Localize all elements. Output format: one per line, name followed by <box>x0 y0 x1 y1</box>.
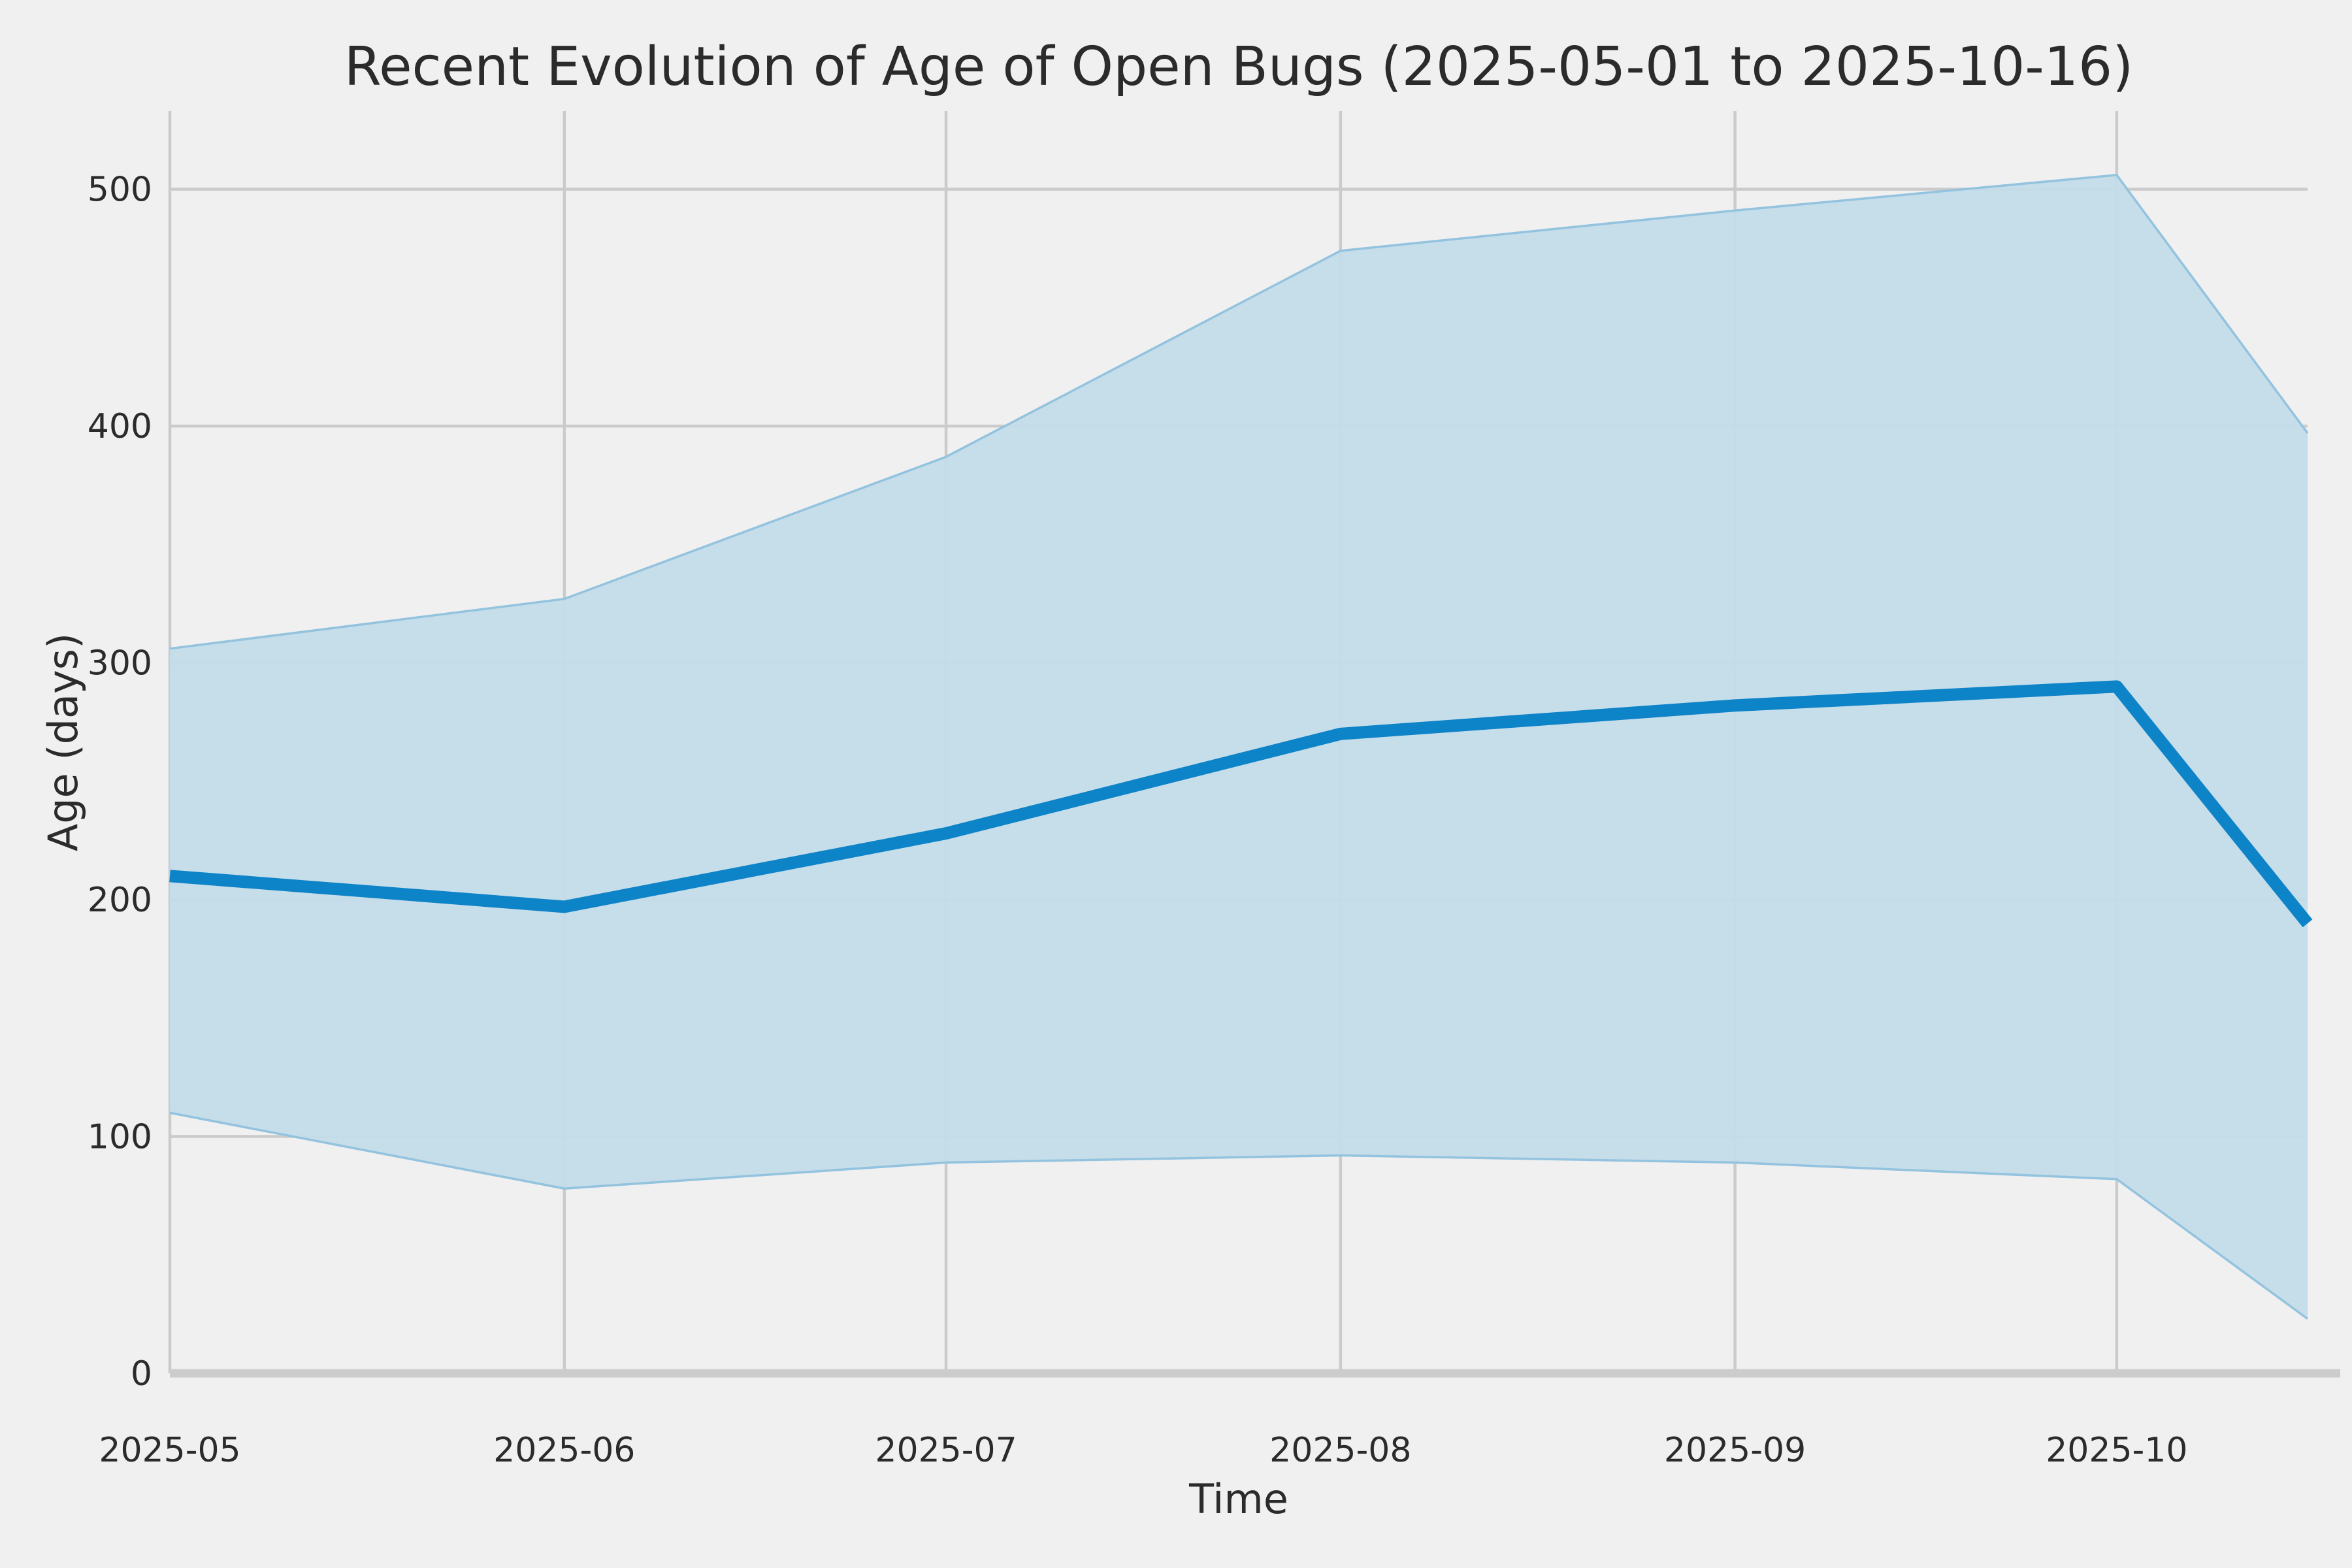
y-axis-label: Age (days) <box>39 633 87 851</box>
confidence-band-upper-edge <box>169 174 2309 650</box>
y-tick-label-400: 400 <box>88 407 152 446</box>
y-tick-label-100: 100 <box>88 1118 152 1157</box>
data-layer <box>169 174 2313 1320</box>
x-tick-label-2025-05: 2025-05 <box>99 1431 240 1470</box>
x-tick-label-2025-10: 2025-10 <box>2046 1431 2187 1470</box>
tick-layer: 0 100 200 300 400 500 2025-05 2025-06 2025-07 202… <box>88 171 2188 1470</box>
y-tick-label-300: 300 <box>88 644 152 683</box>
x-axis-label: Time <box>1188 1475 1288 1523</box>
chart-title: Recent Evolution of Age of Open Bugs (20… <box>344 36 2133 98</box>
confidence-band <box>170 174 2308 1319</box>
mean-age-line <box>169 680 2313 928</box>
x-tick-label-2025-09: 2025-09 <box>1664 1431 1806 1470</box>
confidence-band-lower-edge <box>169 1111 2309 1320</box>
x-tick-label-2025-07: 2025-07 <box>875 1431 1017 1470</box>
y-tick-label-200: 200 <box>88 881 152 920</box>
y-tick-label-500: 500 <box>88 171 152 210</box>
x-tick-label-2025-08: 2025-08 <box>1269 1431 1411 1470</box>
y-tick-label-0: 0 <box>131 1354 152 1394</box>
x-tick-label-2025-06: 2025-06 <box>493 1431 635 1470</box>
